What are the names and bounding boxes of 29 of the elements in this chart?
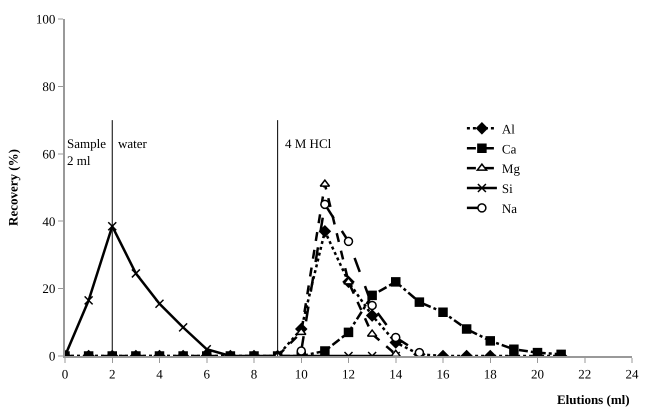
x-tick-label: 18 — [484, 366, 497, 382]
x-tick-label: 24 — [626, 366, 639, 382]
y-tick-label: 80 — [42, 78, 56, 94]
x-tick-label: 8 — [250, 366, 258, 382]
y-tick-label: 20 — [42, 281, 56, 296]
legend-label: Na — [502, 200, 518, 216]
x-axis-title: Elutions (ml) — [557, 392, 630, 407]
x-tick-label: 0 — [62, 366, 68, 382]
annotation: water — [118, 136, 148, 151]
x-tick-label: 14 — [389, 366, 403, 382]
x-tick-label: 20 — [531, 366, 544, 382]
y-tick-label: 60 — [42, 146, 56, 162]
x-tick-label: 12 — [342, 366, 355, 382]
legend-label: Mg — [502, 161, 520, 176]
x-tick-label: 6 — [204, 366, 210, 382]
legend-label: Al — [502, 121, 516, 136]
legend-label: Ca — [502, 141, 517, 156]
annotation: Sample 2 ml — [67, 136, 106, 168]
y-tick-label: 40 — [42, 214, 56, 229]
x-tick-label: 4 — [156, 366, 164, 382]
y-tick-label: 0 — [48, 348, 56, 364]
x-tick-label: 16 — [436, 366, 450, 382]
x-tick-label: 2 — [109, 366, 116, 382]
x-tick-label: 22 — [578, 366, 592, 382]
annotation: 4 M HCl — [285, 136, 332, 151]
y-tick-label: 100 — [36, 12, 56, 27]
legend-label: Si — [502, 181, 514, 196]
y-axis-title: Recovery (%) — [5, 149, 20, 226]
x-tick-label: 10 — [294, 366, 308, 382]
